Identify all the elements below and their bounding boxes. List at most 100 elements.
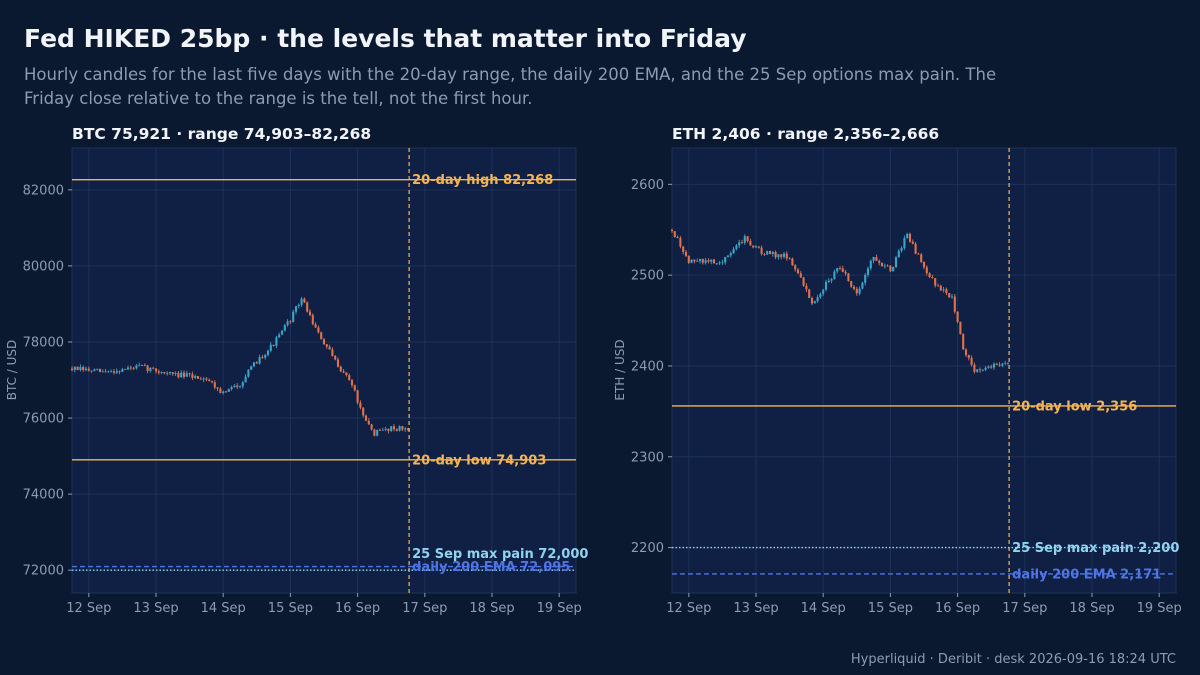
candle (682, 245, 685, 255)
candle (138, 362, 141, 367)
x-tick-label: 13 Sep (733, 601, 778, 616)
candle (794, 264, 797, 272)
candle (219, 387, 222, 394)
candle (746, 236, 749, 243)
candle (782, 252, 786, 259)
candle (306, 301, 309, 313)
y-tick-label: 74000 (23, 488, 64, 503)
candle (833, 269, 836, 280)
candle (381, 427, 384, 431)
candle (146, 364, 149, 374)
candle (241, 380, 244, 389)
candle (317, 325, 320, 334)
candle (84, 366, 88, 372)
candle (740, 239, 744, 244)
candle (841, 265, 844, 273)
candle (336, 357, 340, 368)
candle (948, 292, 951, 299)
candle (384, 426, 387, 432)
candle (830, 278, 833, 284)
x-tick-label: 12 Sep (66, 601, 111, 616)
candle (205, 377, 208, 382)
candle (286, 319, 289, 327)
candle (816, 294, 819, 303)
x-tick-label: 17 Sep (402, 601, 447, 616)
btc-axes: 72000 74000 76000 78000 80000 82000 12 Sep 13 S… (23, 183, 582, 616)
btc-candles (70, 296, 410, 437)
candle (107, 370, 110, 373)
eth-y-axis-label: ETH / USD (613, 339, 627, 400)
candle (679, 236, 682, 249)
candle (174, 371, 177, 377)
candle (670, 228, 674, 234)
candle (342, 368, 345, 374)
x-tick-label: 18 Sep (469, 601, 514, 616)
candle (967, 354, 970, 361)
candle (199, 376, 202, 380)
candle (866, 266, 870, 278)
level-label: daily 200 EMA 2,171 (1012, 567, 1161, 582)
candle (367, 418, 370, 425)
candle (236, 383, 239, 390)
candle (732, 246, 735, 254)
y-tick-label: 82000 (23, 183, 64, 198)
candle (707, 258, 710, 264)
x-tick-label: 16 Sep (935, 601, 980, 616)
candle (238, 385, 242, 389)
candle (1001, 363, 1004, 368)
level-label: 20-day low 74,903 (412, 453, 546, 468)
candle (124, 368, 127, 370)
candle (115, 368, 118, 375)
candle (942, 286, 945, 293)
candle (712, 258, 716, 264)
candle (878, 259, 881, 266)
candle (334, 355, 337, 361)
candle (936, 283, 940, 287)
candle (987, 365, 990, 369)
candle (362, 407, 365, 418)
candle (224, 390, 228, 393)
candle (73, 366, 76, 373)
candle (696, 258, 699, 262)
candle (90, 370, 93, 373)
candle (93, 368, 96, 372)
candle (129, 365, 132, 371)
candle (140, 364, 144, 367)
candle (118, 370, 121, 375)
candle (875, 254, 878, 261)
candle (928, 272, 931, 279)
x-tick-label: 18 Sep (1069, 601, 1114, 616)
level-label: 20-day high 82,268 (412, 173, 553, 188)
candle (376, 429, 379, 437)
candle (950, 293, 954, 299)
candle (864, 273, 867, 286)
candle (780, 253, 783, 260)
candle (163, 371, 166, 375)
candle (911, 239, 914, 245)
candle (356, 389, 359, 405)
candle (222, 390, 225, 395)
candle (956, 311, 959, 324)
candle (303, 297, 306, 304)
candle (168, 371, 172, 376)
candle (981, 369, 984, 372)
candle (132, 366, 135, 371)
candle (275, 335, 278, 349)
candle (959, 321, 962, 335)
level-label: 25 Sep max pain 72,000 (412, 547, 588, 562)
candle (98, 368, 102, 373)
candle (704, 257, 707, 265)
candle (166, 371, 169, 376)
candle (953, 294, 956, 314)
eth-grid (672, 148, 1176, 593)
x-tick-label: 15 Sep (268, 601, 313, 616)
candle (844, 269, 847, 276)
eth-chart: ETH 2,406 · range 2,356–2,666 20-day low… (613, 125, 1182, 616)
candle (180, 370, 183, 378)
btc-chart: BTC 75,921 · range 74,903–82,268 20-day … (5, 125, 588, 616)
candle (962, 333, 965, 350)
candle (710, 259, 713, 265)
candle (785, 251, 788, 261)
level-label: 25 Sep max pain 2,200 (1012, 541, 1179, 556)
candle (328, 344, 331, 350)
